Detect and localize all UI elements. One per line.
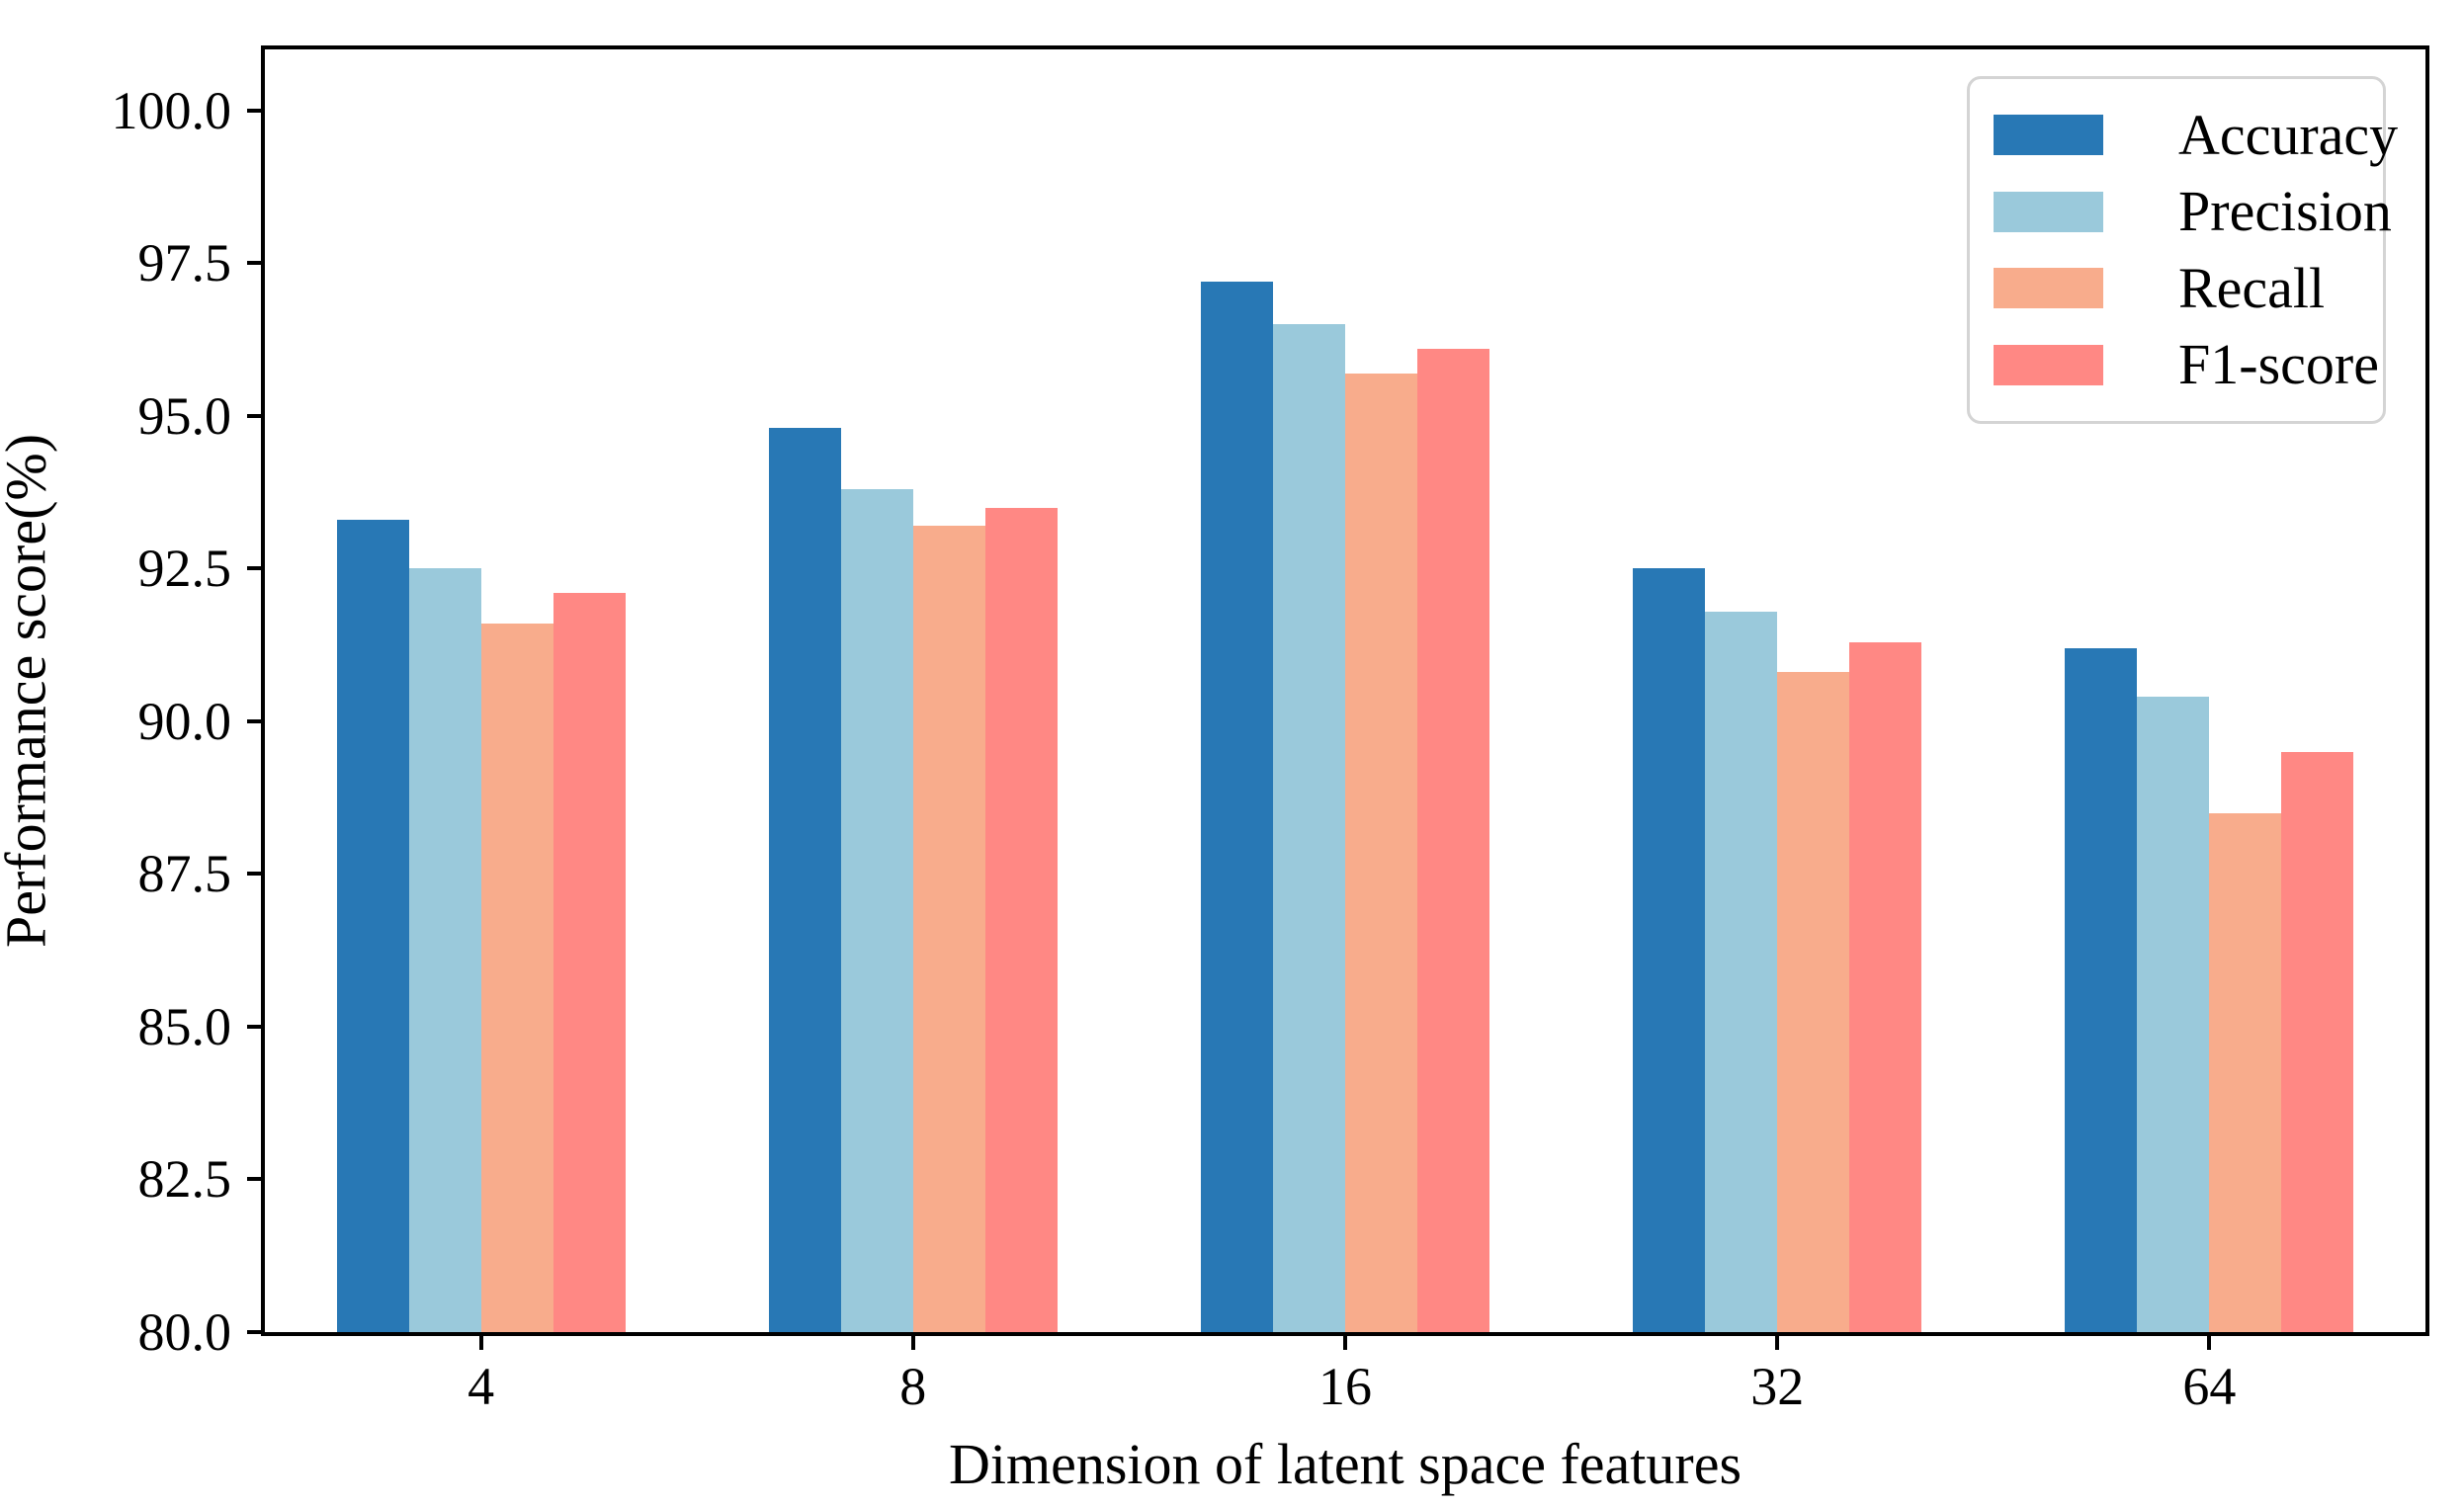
legend-item-precision: Precision xyxy=(1970,183,2392,240)
y-tick-label-87.5: 87.5 xyxy=(137,844,232,904)
bar-precision-64 xyxy=(2137,697,2210,1332)
x-tick-mark-16 xyxy=(1343,1336,1347,1350)
bar-precision-4 xyxy=(408,568,481,1332)
bar-accuracy-8 xyxy=(768,428,841,1332)
legend: Accuracy Precision Recall F1-score xyxy=(1967,76,2398,424)
x-tick-mark-8 xyxy=(910,1336,915,1350)
legend-label-precision: Precision xyxy=(2178,179,2392,244)
legend-label-recall: Recall xyxy=(2178,255,2326,320)
bar-precision-32 xyxy=(1705,611,1778,1332)
legend-color-swatch-precision xyxy=(1994,191,2103,232)
y-tick-label-85.0: 85.0 xyxy=(137,996,232,1056)
y-tick-mark-92.5 xyxy=(247,566,261,571)
y-tick-mark-85.0 xyxy=(247,1024,261,1029)
y-tick-label-92.5: 92.5 xyxy=(137,539,232,599)
bar-recall-4 xyxy=(480,624,553,1332)
x-tick-label-4: 4 xyxy=(467,1357,495,1416)
legend-color-swatch-accuracy xyxy=(1994,115,2103,156)
y-axis-label: Performance score(%) xyxy=(0,433,58,949)
x-tick-label-16: 16 xyxy=(1318,1357,1372,1416)
y-tick-label-82.5: 82.5 xyxy=(137,1149,232,1210)
bar-accuracy-32 xyxy=(1633,568,1706,1332)
bar-accuracy-64 xyxy=(2065,647,2138,1332)
x-tick-label-8: 8 xyxy=(899,1357,927,1416)
bar-recall-8 xyxy=(912,526,985,1332)
bar-f1-score-32 xyxy=(1849,641,1922,1332)
y-tick-label-100.0: 100.0 xyxy=(111,80,232,140)
y-tick-label-97.5: 97.5 xyxy=(137,233,232,293)
x-tick-label-32: 32 xyxy=(1750,1357,1805,1416)
legend-label-accuracy: Accuracy xyxy=(2178,102,2399,167)
y-tick-mark-80.0 xyxy=(247,1330,261,1334)
plot-area: 80.0 82.5 85.0 87.5 90.0 92.5 95.0 97.5 100.0 4 8 1… xyxy=(112,45,2429,1413)
legend-color-swatch-recall xyxy=(1994,268,2103,309)
x-axis-label: Dimension of latent space features xyxy=(948,1432,1742,1496)
legend-label-f1-score: F1-score xyxy=(2178,332,2379,397)
y-tick-label-80.0: 80.0 xyxy=(137,1302,232,1362)
y-tick-mark-100.0 xyxy=(247,108,261,113)
legend-item-accuracy: Accuracy xyxy=(1970,106,2398,164)
bar-precision-16 xyxy=(1273,324,1345,1332)
bar-f1-score-4 xyxy=(552,593,626,1332)
x-tick-mark-4 xyxy=(478,1336,483,1350)
x-tick-mark-64 xyxy=(2207,1336,2212,1350)
bar-recall-64 xyxy=(2209,812,2282,1332)
y-tick-mark-97.5 xyxy=(247,261,261,266)
y-tick-mark-82.5 xyxy=(247,1177,261,1182)
x-tick-mark-32 xyxy=(1775,1336,1780,1350)
y-tick-mark-90.0 xyxy=(247,718,261,723)
bar-precision-8 xyxy=(840,489,913,1332)
bar-f1-score-16 xyxy=(1417,348,1489,1332)
legend-item-f1-score: F1-score xyxy=(1970,336,2383,393)
y-tick-mark-95.0 xyxy=(247,413,261,418)
y-tick-mark-87.5 xyxy=(247,872,261,877)
bar-accuracy-4 xyxy=(336,519,409,1332)
y-tick-label-90.0: 90.0 xyxy=(137,691,232,751)
legend-color-swatch-f1-score xyxy=(1994,344,2103,385)
bar-accuracy-16 xyxy=(1201,281,1273,1332)
bar-recall-32 xyxy=(1777,672,1850,1332)
y-tick-label-95.0: 95.0 xyxy=(137,385,232,446)
bar-f1-score-64 xyxy=(2281,751,2354,1332)
bar-f1-score-8 xyxy=(984,507,1058,1332)
x-tick-label-64: 64 xyxy=(2182,1357,2237,1416)
legend-item-recall: Recall xyxy=(1970,255,2383,320)
bar-recall-16 xyxy=(1345,373,1417,1332)
